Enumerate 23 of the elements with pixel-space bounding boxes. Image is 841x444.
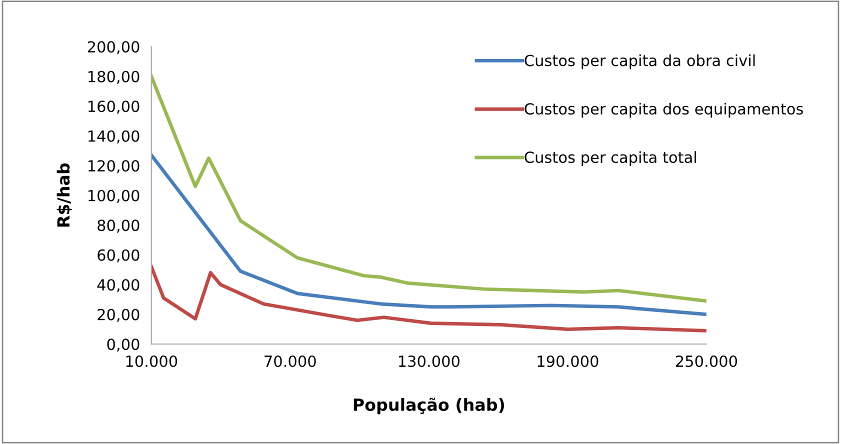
y-tick-label: 100,00 [88,190,140,203]
y-tick-label: 120,00 [88,160,140,174]
y-tick-label: 200,00 [88,41,140,54]
legend-label: Custos per capita dos equipamentos [524,102,803,118]
y-tick-label: 0,00 [107,338,140,352]
x-tick-label: 190.000 [538,355,598,368]
y-tick-label: 160,00 [88,100,140,114]
x-tick-label: 10.000 [126,355,178,368]
y-tick-label: 80,00 [98,220,140,233]
legend-label: Custos per capita da obra civil [524,54,755,70]
x-tick-label: 250.000 [676,355,738,368]
x-tick-label: 130.000 [399,355,460,368]
x-tick-label: 70.000 [264,355,316,368]
line-series [151,153,706,316]
y-tick-label: 40,00 [97,279,140,292]
y-tick-label: 20,00 [98,308,140,322]
line-series [151,265,706,332]
y-tick-label: 180,00 [88,70,140,84]
y-tick-label: 60,00 [98,249,140,262]
y-tick-label: 140,00 [88,130,140,144]
legend-label: Custos per capita total [524,151,696,166]
x-axis-title: População (hab) [354,398,504,414]
y-axis-title: R$/hab [56,163,72,227]
